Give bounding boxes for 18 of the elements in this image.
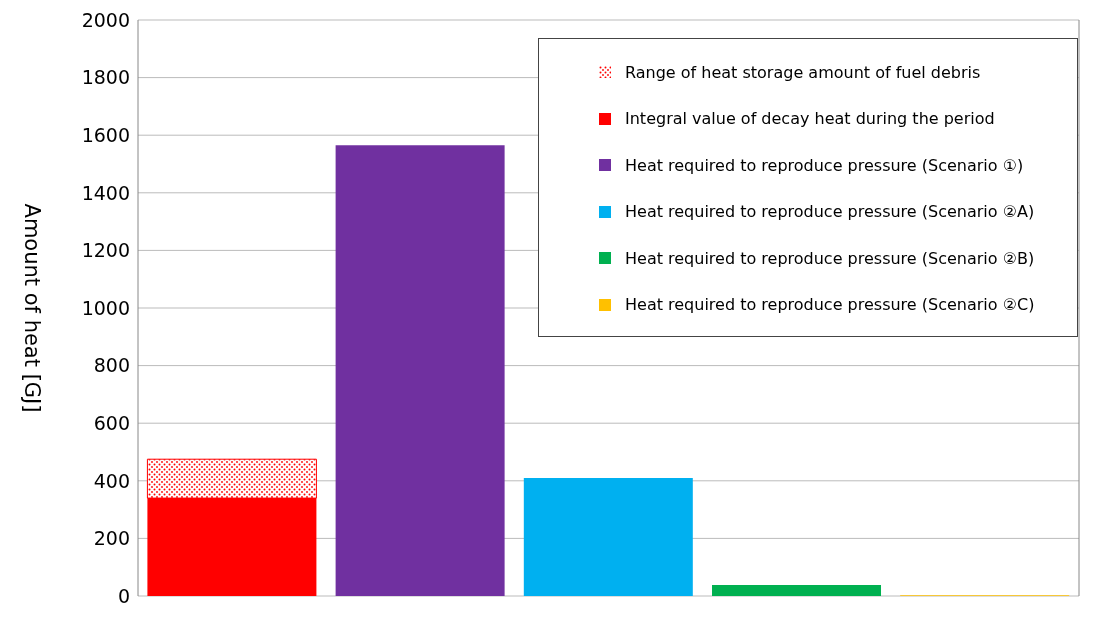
legend-label: Heat required to reproduce pressure (Scenario ①): [625, 155, 1024, 175]
y-tick-label: 1400: [81, 181, 130, 204]
legend-label: Heat required to reproduce pressure (Scenario ②A): [625, 202, 1035, 222]
y-tick-label: 400: [93, 469, 130, 492]
y-axis-title: Amount of heat [GJ]: [19, 203, 44, 413]
y-tick-label: 200: [93, 527, 130, 550]
y-tick-label: 800: [93, 354, 130, 377]
y-tick-label: 1600: [81, 123, 130, 146]
y-tick-label: 0: [117, 584, 130, 607]
y-tick-label: 1200: [81, 239, 130, 262]
legend-label: Range of heat storage amount of fuel debris: [625, 62, 981, 82]
legend-label: Heat required to reproduce pressure (Scenario ②B): [625, 248, 1035, 268]
y-tick-label: 1800: [81, 66, 130, 89]
legend-label: Heat required to reproduce pressure (Scenario ②C): [625, 295, 1035, 315]
legend-label: Integral value of decay heat during the period: [625, 109, 995, 129]
y-tick-label: 1000: [81, 296, 130, 319]
y-tick-label: 600: [93, 411, 130, 434]
y-tick-label: 2000: [81, 8, 130, 31]
